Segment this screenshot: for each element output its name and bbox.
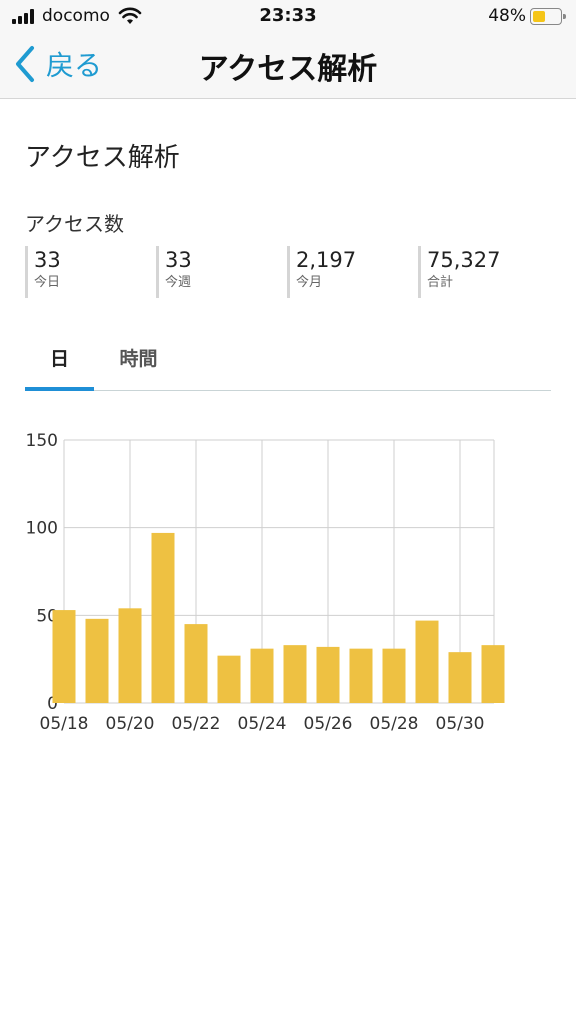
- x-tick-label: 05/30: [436, 714, 485, 734]
- chart-bar: [448, 652, 472, 703]
- chart-bar: [250, 648, 274, 703]
- chart-bar: [52, 610, 76, 703]
- back-button[interactable]: 戻る: [12, 44, 102, 84]
- stat-month: 2,197 今月: [287, 246, 412, 298]
- wifi-icon: [118, 7, 142, 24]
- clock: 23:33: [259, 5, 317, 26]
- x-tick-label: 05/22: [172, 714, 221, 734]
- chart-bar: [217, 655, 241, 703]
- y-tick-label: 150: [26, 431, 58, 451]
- tab-day[interactable]: 日: [25, 336, 94, 391]
- stat-value: 33: [165, 248, 192, 272]
- chevron-left-icon: [16, 46, 34, 82]
- nav-title: アクセス解析: [198, 52, 378, 87]
- x-tick-label: 05/26: [304, 714, 353, 734]
- battery-icon: [530, 8, 566, 25]
- page-heading: アクセス解析: [25, 143, 180, 173]
- stat-label: 合計: [427, 275, 454, 290]
- chart-bar: [415, 620, 439, 703]
- stat-value: 75,327: [427, 248, 501, 272]
- access-chart: 0 50 100 150 05/18 05/20 05/22 05/24 05/26 05/28 0…: [0, 420, 576, 750]
- chart-bar: [85, 618, 109, 703]
- access-count-label: アクセス数: [25, 212, 124, 236]
- chart-bar: [118, 608, 142, 703]
- stat-label: 今月: [296, 275, 323, 290]
- x-tick-label: 05/28: [370, 714, 419, 734]
- stat-total: 75,327 合計: [418, 246, 543, 298]
- stat-label: 今日: [34, 275, 61, 290]
- navigation-bar: 戻る アクセス解析: [0, 34, 576, 99]
- carrier-name: docomo: [42, 6, 110, 26]
- chart-bar: [382, 648, 406, 703]
- chart-bar: [349, 648, 373, 703]
- status-bar: docomo 23:33 48%: [0, 0, 576, 34]
- chart-bar: [316, 646, 340, 703]
- chart-bar: [184, 624, 208, 703]
- range-tabs: 日 時間: [25, 336, 551, 391]
- cellular-signal-icon: [12, 9, 38, 24]
- chart-bar: [283, 645, 307, 703]
- tab-hour[interactable]: 時間: [119, 348, 158, 370]
- stat-week: 33 今週: [156, 246, 281, 298]
- x-tick-label: 05/18: [40, 714, 89, 734]
- chart-bar: [481, 645, 505, 703]
- x-tick-label: 05/20: [106, 714, 155, 734]
- access-stats: 33 今日 33 今週 2,197 今月 75,327 合計: [25, 246, 551, 298]
- stat-label: 今週: [165, 275, 192, 290]
- y-tick-label: 0: [47, 694, 58, 714]
- back-label: 戻る: [46, 49, 103, 82]
- battery-percent: 48%: [488, 6, 526, 26]
- battery-fill: [533, 11, 545, 22]
- x-tick-label: 05/24: [238, 714, 287, 734]
- stat-today: 33 今日: [25, 246, 150, 298]
- stat-value: 33: [34, 248, 61, 272]
- chart-bar: [151, 532, 175, 703]
- stat-value: 2,197: [296, 248, 357, 272]
- y-tick-label: 100: [26, 519, 58, 539]
